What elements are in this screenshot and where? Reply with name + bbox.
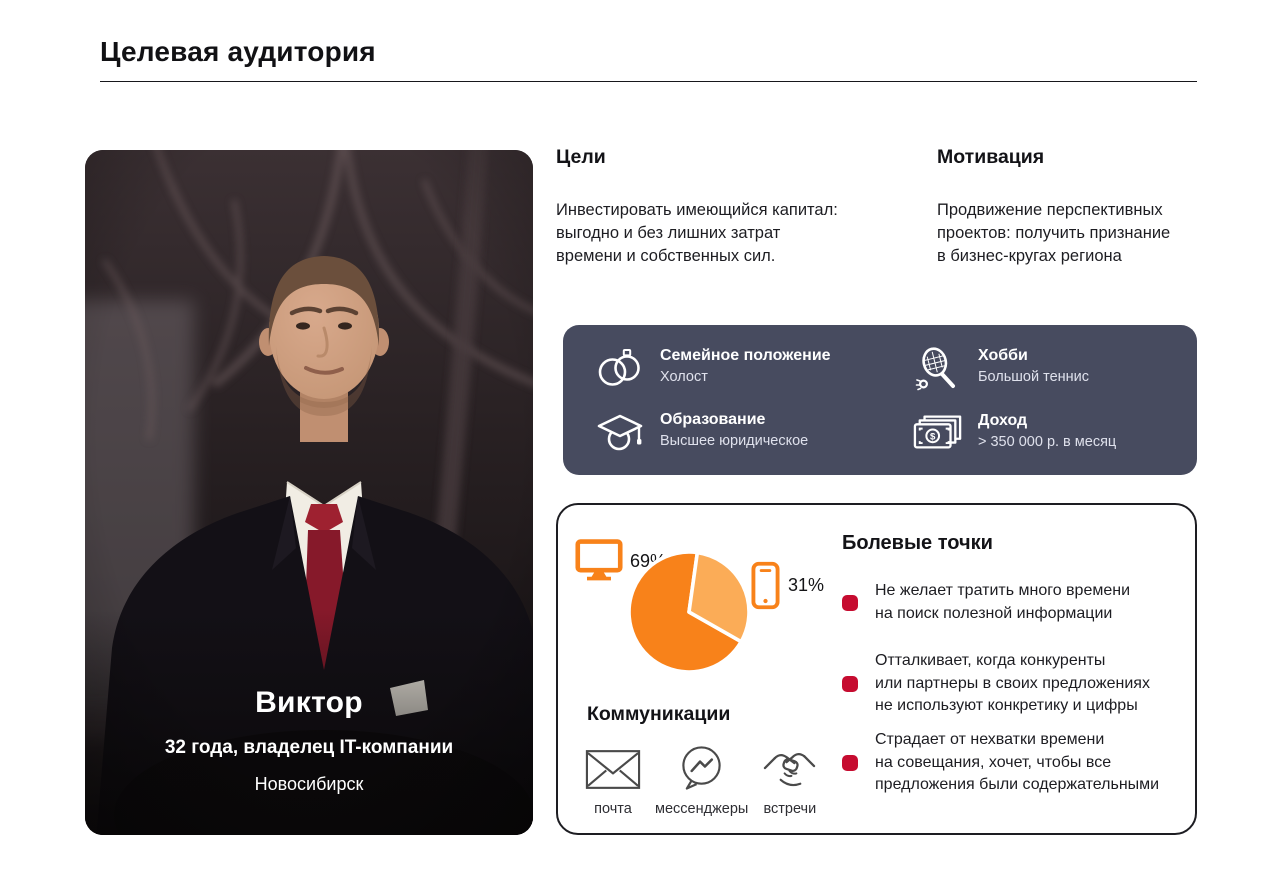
pain-point-text: Отталкивает, когда конкуренты или партне… [875,652,1150,714]
fact-value: Холост [660,369,708,385]
channel-meetings: встречи [762,745,817,817]
pie-slice-mobile [687,550,751,644]
device-share-pie-chart [627,550,751,674]
pie-slice-desktop [627,550,743,674]
pain-bullet-icon [842,754,858,771]
motivation-section: Мотивация Продвижение перспективных прое… [937,146,1217,268]
tennis-racket-icon [913,347,963,393]
desktop-monitor-icon [575,539,623,581]
pain-point-text: Страдает от нехватки времени на совещани… [875,731,1160,793]
goals-section: Цели Инвестировать имеющийся капитал: вы… [556,146,906,268]
persona-portrait-photo [85,150,533,835]
motivation-text: Продвижение перспективных проектов: полу… [937,201,1171,265]
fact-title: Доход [978,412,1028,429]
pain-bullet-icon [842,675,858,692]
mobile-share-label: 31% [788,575,825,595]
mobile-share: 31% [751,561,824,610]
fact-hobby: Хобби Большой теннис [913,347,1089,393]
pain-bullet-icon [842,594,858,611]
pain-point-item: Отталкивает, когда конкуренты или партне… [842,650,1150,718]
fact-value: Высшее юридическое [660,433,809,449]
title-divider [100,81,1197,82]
goals-heading: Цели [556,146,606,168]
banknotes-icon: $ [913,412,963,452]
fact-education: Образование Высшее юридическое [595,411,808,455]
handshake-icon [762,745,817,791]
fact-title: Образование [660,411,766,428]
pain-point-item: Не желает тратить много времени на поиск… [842,580,1130,625]
persona-caption: Виктор 32 года, владелец IT-компании Нов… [85,686,533,795]
insights-card: 69% 31% Коммуникации почта [556,503,1197,835]
channel-label: почта [594,801,632,817]
messenger-icon [678,745,725,791]
persona-photo-card: Виктор 32 года, владелец IT-компании Нов… [85,150,533,835]
fact-title: Хобби [978,347,1028,364]
channel-mail: почта [585,745,641,817]
facts-card: Семейное положение Холост Хобби Большой … [563,325,1197,475]
fact-title: Семейное положение [660,347,831,364]
goals-text: Инвестировать имеющийся капитал: выгодно… [556,201,838,265]
page-title: Целевая аудитория [100,36,376,67]
fact-income: $ Доход > 350 000 р. в месяц [913,412,1116,452]
pain-points-heading: Болевые точки [842,532,993,554]
fact-value: Большой теннис [978,369,1090,385]
wedding-rings-icon [595,347,645,389]
channel-label: встречи [763,801,817,817]
persona-name: Виктор [255,686,363,719]
graduation-cap-icon [595,411,645,455]
fact-value: > 350 000 р. в месяц [978,434,1117,450]
communications-heading: Коммуникации [587,703,731,725]
fact-marital-status: Семейное положение Холост [595,347,831,389]
channel-messengers: мессенджеры [655,745,748,817]
motivation-heading: Мотивация [937,146,1045,168]
currency-symbol: $ [930,431,936,442]
pain-point-item: Страдает от нехватки времени на совещани… [842,729,1159,797]
persona-city: Новосибирск [254,774,364,794]
smartphone-icon [751,561,780,610]
mail-icon [585,745,641,791]
communication-channels: почта мессенджеры [585,745,817,817]
channel-label: мессенджеры [655,801,749,817]
pain-point-text: Не желает тратить много времени на поиск… [875,582,1131,622]
persona-details: 32 года, владелец IT-компании [164,737,454,758]
